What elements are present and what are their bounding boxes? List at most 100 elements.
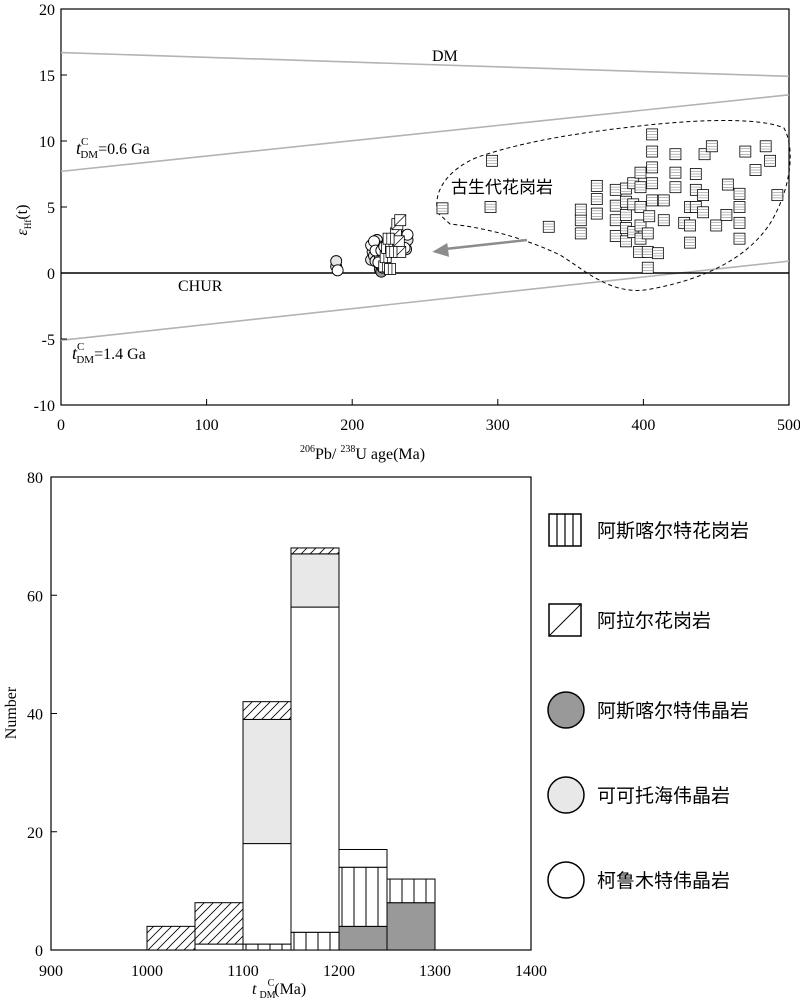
x-tick-label: 200: [340, 417, 364, 434]
point-s5-41: [669, 166, 682, 179]
bar-1150-s1: [290, 931, 340, 951]
x-tick-label: 400: [631, 417, 655, 434]
bar-1250-s1: [386, 878, 436, 904]
legend-item-4: 柯鲁木特伟晶岩: [547, 861, 730, 899]
point-s5-21: [627, 177, 640, 190]
tdm-14-label: tC DM=1.4 Ga: [72, 341, 146, 366]
point-box: [384, 263, 396, 275]
point-s5-11: [609, 214, 622, 227]
bar-1250-s0: [386, 902, 436, 951]
arrow-shaft: [446, 238, 528, 251]
legend-label: 阿斯喀尔特花岗岩: [597, 520, 749, 542]
point-line: [393, 235, 405, 248]
point-s4-4: [384, 263, 396, 275]
point-s5-28: [641, 261, 654, 274]
y-tick-label: 80: [27, 470, 43, 487]
paleozoic-field-outline: [436, 120, 791, 291]
y-axis-ticks: 0 20 40 60 80: [27, 470, 57, 960]
point-s5-44: [684, 236, 696, 249]
point-s5-63: [759, 140, 772, 153]
bar-1150-s2: [290, 606, 340, 933]
data-points: [330, 128, 784, 278]
point-s4-5: [385, 245, 398, 258]
point-s5-50: [697, 206, 709, 219]
point-s5-35: [646, 145, 659, 158]
point-s5-40: [669, 181, 682, 194]
bar-1050-s2: [194, 943, 244, 951]
bar-1100-s4: [242, 701, 292, 720]
point-s5-39: [657, 194, 670, 207]
y-tick-label: -5: [42, 332, 55, 349]
point-s5-54: [710, 219, 723, 232]
point-s5-31: [643, 210, 656, 223]
point-s5-29: [641, 245, 654, 258]
point-s5-65: [771, 189, 784, 202]
y-tick-label: 20: [39, 2, 55, 19]
x-tick-label: 1300: [419, 963, 451, 980]
y-tick-label: 15: [39, 68, 55, 85]
point-s5-64: [764, 154, 776, 167]
legend-label: 柯鲁木特伟晶岩: [597, 870, 730, 892]
point-s2-0: [331, 264, 344, 277]
y-tick-label: 20: [27, 825, 43, 842]
top-y-axis-label: εHf(t): [14, 205, 33, 236]
bar-1000-s4: [146, 925, 196, 951]
point-s5-60: [733, 187, 746, 200]
reference-lines: [60, 51, 790, 342]
point-s3-3: [394, 214, 407, 227]
ref-line-tdm-0.6: [60, 94, 790, 173]
point-s5-27: [634, 166, 647, 179]
tdm-histogram-chart: 900 1000 1100 1200 1300 1400 0 20 40 60 80 t DMC(M…: [3, 470, 749, 998]
x-tick-label: 100: [195, 417, 219, 434]
y-axis-ticks: -10 -5 0 5 10 15 20: [34, 2, 67, 415]
point-s5-2: [486, 154, 498, 167]
legend-symbol-line: [548, 603, 582, 637]
field-label: 古生代花岗岩: [451, 178, 553, 197]
point-s3-2: [392, 235, 405, 248]
trend-arrow: [432, 238, 528, 257]
top-plot-frame: [60, 8, 790, 406]
point-s5-58: [733, 216, 746, 229]
point-box: [385, 245, 398, 258]
legend-label: 阿斯喀尔特伟晶岩: [597, 700, 749, 722]
top-x-axis-label: 206Pb/ 238U age(Ma): [300, 444, 425, 463]
point-s5-16: [620, 209, 632, 221]
point-s5-23: [634, 232, 647, 245]
point-s5-32: [646, 194, 659, 207]
point-s5-25: [634, 201, 647, 213]
legend-item-2: 阿斯喀尔特伟晶岩: [547, 691, 749, 729]
bar-1050-s4: [194, 902, 244, 945]
y-tick-label: 40: [27, 707, 43, 724]
point-s5-45: [684, 219, 696, 232]
point-s5-14: [620, 235, 632, 248]
legend-label: 可可托海伟晶岩: [597, 785, 730, 807]
bottom-x-axis-label: t DMC(Ma): [252, 978, 306, 998]
x-tick-label: 1100: [227, 963, 258, 980]
legend-item-0: 阿斯喀尔特花岗岩: [548, 513, 749, 547]
y-tick-label: 60: [27, 588, 43, 605]
bar-1100-s3: [242, 718, 292, 845]
point-s5-38: [657, 214, 670, 227]
point-s5-59: [733, 201, 746, 213]
point-s5-33: [646, 177, 659, 190]
point-s5-1: [484, 201, 497, 213]
point-box: [382, 232, 395, 245]
legend-item-1: 阿拉尔花岗岩: [548, 603, 711, 637]
point-s5-42: [669, 148, 682, 161]
point-s5-7: [590, 207, 603, 220]
x-tick-label: 1200: [323, 963, 355, 980]
legend-item-3: 可可托海伟晶岩: [547, 776, 730, 814]
point-s5-61: [739, 145, 752, 158]
bar-1150-s3: [290, 553, 340, 608]
bar-1200-s2: [338, 848, 388, 868]
point-s2-9: [401, 228, 414, 241]
point-s5-0: [436, 202, 449, 215]
y-tick-label: 10: [39, 134, 55, 151]
y-tick-label: -10: [34, 398, 55, 415]
point-s5-49: [689, 168, 702, 180]
point-s4-3: [382, 232, 395, 245]
bar-1200-s0: [338, 925, 388, 951]
point-s5-5: [574, 214, 587, 227]
point-s5-4: [574, 227, 587, 240]
